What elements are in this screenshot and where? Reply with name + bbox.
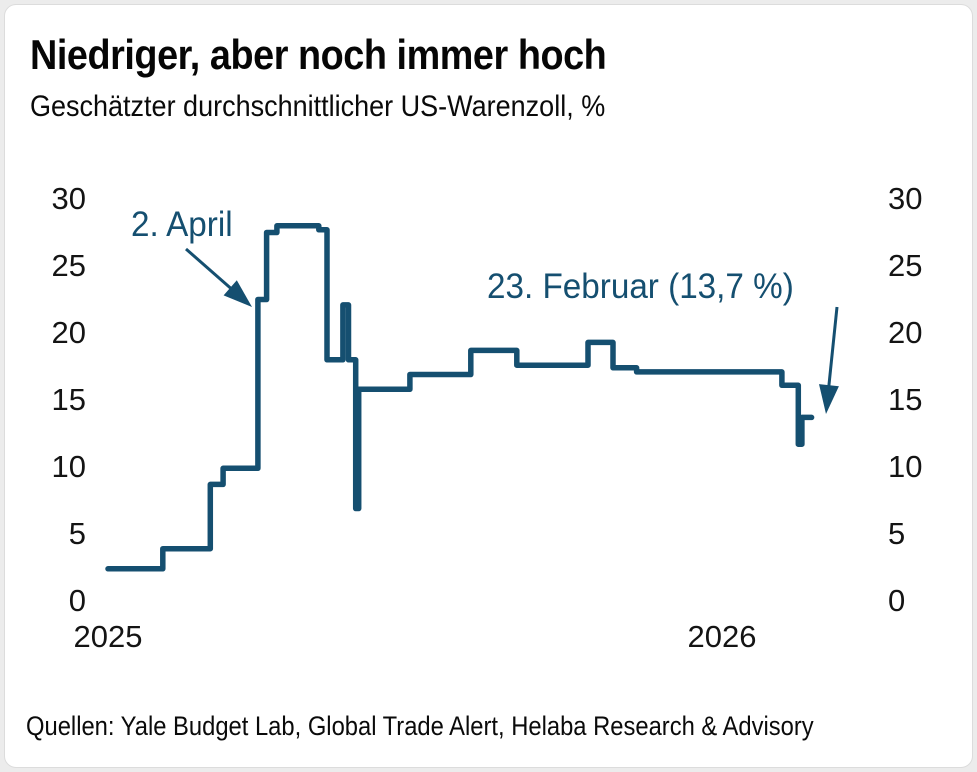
annotation-arrow-head <box>223 280 252 307</box>
x-tick-2025: 2025 <box>73 619 143 654</box>
y-tick-left-0: 0 <box>68 582 86 618</box>
y-tick-right-20: 20 <box>888 314 923 350</box>
x-tick-2026: 2026 <box>687 619 757 654</box>
y-tick-left-25: 25 <box>51 247 86 283</box>
annotation-arrow-head <box>819 384 839 414</box>
chart-title: Niedriger, aber noch immer hoch <box>30 31 607 78</box>
chart-subtitle: Geschätzter durchschnittlicher US-Warenz… <box>30 90 606 123</box>
y-tick-left-30: 30 <box>51 180 86 216</box>
annotation-label-february-23: 23. Februar (13,7 %) <box>487 267 794 306</box>
y-tick-right-15: 15 <box>888 381 923 417</box>
y-tick-left-15: 15 <box>51 381 86 417</box>
annotation-arrow-line <box>826 306 839 393</box>
y-tick-left-5: 5 <box>68 515 86 551</box>
annotation-arrow-line <box>185 247 237 294</box>
y-tick-right-25: 25 <box>888 247 923 283</box>
tariff-series-line <box>105 223 815 572</box>
annotation-label-april-2: 2. April <box>131 205 233 244</box>
y-tick-right-10: 10 <box>888 448 923 484</box>
y-tick-left-20: 20 <box>51 314 86 350</box>
y-tick-right-5: 5 <box>888 515 906 551</box>
source-note: Quellen: Yale Budget Lab, Global Trade A… <box>26 711 814 741</box>
y-tick-right-0: 0 <box>888 582 906 618</box>
y-tick-right-30: 30 <box>888 180 923 216</box>
chart-card <box>4 4 973 768</box>
y-tick-left-10: 10 <box>51 448 86 484</box>
